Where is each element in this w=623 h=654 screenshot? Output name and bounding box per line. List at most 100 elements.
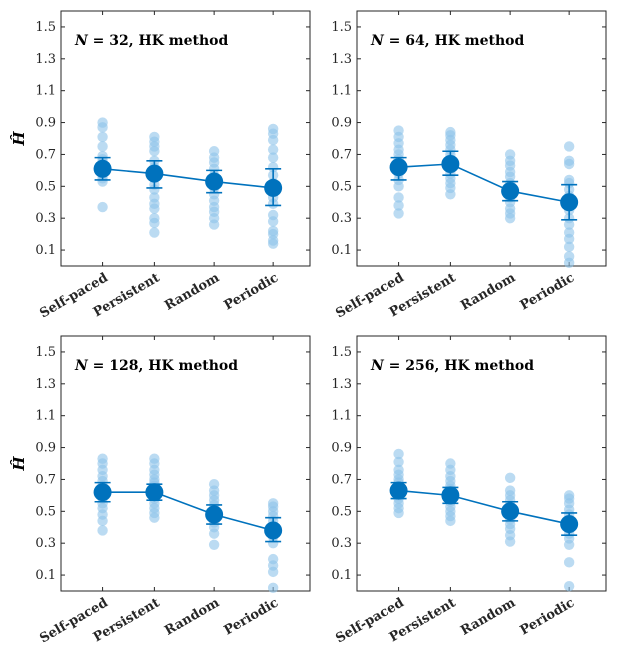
data-point [267,553,279,565]
y-tick-label: 1.3 [35,52,56,67]
y-tick-label: 1.5 [331,345,352,360]
chart-panel-2: 0.10.30.50.70.91.11.31.5Self-pacedPersis… [331,10,607,321]
data-point [504,472,516,484]
data-point [563,241,575,253]
data-point [267,225,279,237]
panel-title-var: N [370,358,385,374]
y-tick-label: 1.1 [35,84,56,99]
data-point [149,227,160,238]
data-point [563,174,575,186]
data-point [563,581,575,592]
y-tick-label: 0.5 [35,179,56,194]
data-point [504,149,516,160]
data-point [208,146,220,157]
mean-marker [441,155,460,173]
x-tick-label: Periodic [518,270,578,313]
y-tick-label: 0.7 [35,472,56,487]
y-tick-label: 0.7 [331,147,352,162]
data-point [97,150,108,162]
data-point [563,557,575,568]
data-point [267,209,279,221]
y-tick-label: 0.3 [331,211,352,226]
panel-title-rest: = 64, HK method [384,33,525,49]
axes-box [356,335,607,592]
mean-line [398,489,570,525]
data-point [267,498,279,509]
x-tick-label: Periodic [518,595,578,638]
data-point [97,201,108,213]
mean-line [398,163,570,204]
mean-line [102,167,274,189]
panel-title-var: N [74,33,89,49]
data-point [97,453,108,464]
data-point [445,458,456,469]
data-point [208,479,220,490]
data-point [393,448,404,460]
mean-marker [389,481,408,500]
y-tick-label: 0.1 [35,568,56,583]
panel-title-var: N [370,33,385,49]
panel-title: N = 32, HK method [74,33,228,49]
y-tick-label: 1.1 [35,409,56,424]
data-point [563,155,575,167]
data-point [504,485,516,496]
data-point [267,582,279,594]
mean-marker [205,505,224,524]
data-point [97,525,108,536]
mean-marker [93,483,112,502]
y-tick-label: 1.3 [331,52,352,67]
data-point [149,212,160,224]
mean-marker [145,164,164,183]
data-point [97,141,108,152]
panel-title: N = 128, HK method [74,358,238,374]
data-point [393,192,404,203]
x-tick-label: Periodic [222,595,282,638]
mean-marker [501,502,520,521]
x-tick-label: Periodic [222,270,282,313]
chart-panel-1: 0.10.30.50.70.91.11.31.5Self-pacedPersis… [10,10,311,321]
data-point [267,123,279,135]
y-tick-label: 0.5 [331,504,352,519]
axes-box [356,10,607,267]
data-point [563,490,575,501]
data-point [97,117,108,128]
y-tick-label: 0.9 [331,116,352,131]
mean-marker [441,486,460,505]
data-point [563,227,575,238]
y-tick-label: 0.9 [331,441,352,456]
y-tick-label: 0.3 [35,536,56,551]
y-axis-label: Ĥ [10,131,28,147]
y-tick-label: 1.5 [35,345,56,360]
y-tick-label: 0.1 [35,243,56,258]
panel-title-rest: = 256, HK method [384,358,534,374]
y-tick-label: 0.1 [331,568,352,583]
y-tick-label: 0.9 [35,116,56,131]
mean-marker [389,158,408,177]
y-tick-label: 0.5 [35,504,56,519]
data-point [149,131,160,143]
data-point [149,192,160,203]
y-tick-label: 1.1 [331,409,352,424]
mean-marker [560,515,579,534]
y-tick-label: 0.7 [331,472,352,487]
data-point [393,208,404,219]
mean-marker [560,193,579,212]
panel-title: N = 64, HK method [370,33,524,49]
panel-title-rest: = 32, HK method [88,33,229,49]
data-point [393,456,404,468]
mean-marker [93,159,112,178]
y-tick-label: 1.5 [331,20,352,35]
y-tick-label: 0.9 [35,441,56,456]
y-tick-label: 0.1 [331,243,352,258]
data-point [267,144,279,155]
data-point [97,131,108,143]
data-point [267,152,279,163]
data-point [267,161,279,173]
axes-box [60,10,311,267]
data-point [393,125,404,136]
axes-box [60,335,311,592]
y-tick-label: 0.3 [331,536,352,551]
mean-line [102,491,274,532]
chart-panel-3: 0.10.30.50.70.91.11.31.5Self-pacedPersis… [10,335,311,646]
